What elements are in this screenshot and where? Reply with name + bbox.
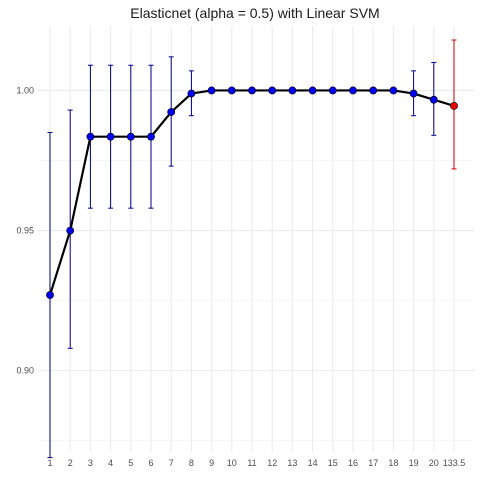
data-point bbox=[268, 86, 277, 95]
data-point bbox=[66, 226, 75, 235]
x-tick-label: 133.5 bbox=[443, 458, 466, 468]
x-tick-label: 2 bbox=[68, 458, 73, 468]
data-point bbox=[429, 95, 438, 104]
y-tick-label: 0.90 bbox=[16, 366, 34, 376]
y-axis-ticks: 0.90 0.95 1.00 bbox=[16, 85, 34, 375]
data-point-highlight bbox=[450, 101, 458, 110]
x-tick-label: 14 bbox=[308, 458, 318, 468]
chart-title: Elasticnet (alpha = 0.5) with Linear SVM bbox=[130, 5, 379, 21]
x-axis-ticks: 1 2 3 4 5 6 7 8 9 10 11 12 13 14 15 16 17 18 19 20 133.5 bbox=[47, 458, 465, 468]
y-tick-label: 0.95 bbox=[16, 226, 34, 236]
x-tick-label: 1 bbox=[47, 458, 52, 468]
x-tick-label: 18 bbox=[388, 458, 398, 468]
data-point bbox=[349, 86, 357, 95]
x-tick-label: 20 bbox=[429, 458, 439, 468]
x-tick-label: 3 bbox=[88, 458, 93, 468]
data-point bbox=[147, 132, 155, 141]
y-tick-label: 1.00 bbox=[16, 85, 34, 95]
x-tick-label: 5 bbox=[128, 458, 133, 468]
data-point bbox=[46, 291, 54, 299]
data-point bbox=[187, 89, 196, 98]
x-tick-label: 11 bbox=[247, 458, 256, 468]
data-point bbox=[167, 108, 176, 116]
x-tick-label: 8 bbox=[189, 458, 194, 468]
data-point bbox=[328, 86, 337, 95]
data-point bbox=[106, 132, 115, 141]
data-points bbox=[46, 86, 458, 299]
data-point bbox=[308, 86, 317, 95]
x-tick-label: 6 bbox=[148, 458, 153, 468]
x-tick-label: 16 bbox=[348, 458, 358, 468]
data-point bbox=[409, 89, 418, 98]
data-point bbox=[126, 132, 135, 141]
x-tick-label: 10 bbox=[227, 458, 237, 468]
x-tick-label: 4 bbox=[108, 458, 113, 468]
x-tick-label: 12 bbox=[267, 458, 277, 468]
x-tick-label: 19 bbox=[409, 458, 419, 468]
data-point bbox=[86, 132, 95, 141]
x-tick-label: 13 bbox=[287, 458, 297, 468]
x-tick-label: 9 bbox=[209, 458, 214, 468]
data-point bbox=[248, 86, 256, 95]
data-point bbox=[207, 86, 216, 95]
data-point bbox=[369, 86, 378, 95]
x-tick-label: 15 bbox=[328, 458, 338, 468]
data-point bbox=[389, 86, 398, 95]
data-point bbox=[288, 86, 297, 95]
data-point bbox=[227, 86, 236, 95]
x-tick-label: 17 bbox=[368, 458, 378, 468]
x-tick-label: 7 bbox=[169, 458, 174, 468]
